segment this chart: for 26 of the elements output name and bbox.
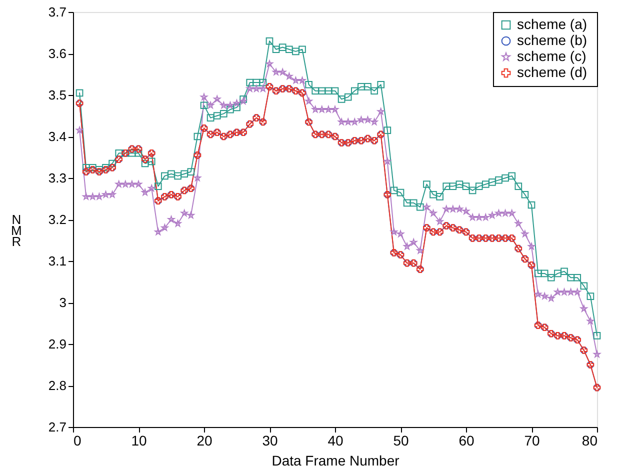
y-tick-label: 3.3 <box>48 170 66 186</box>
x-tick-label: 40 <box>328 432 344 448</box>
legend-label: scheme (c) <box>517 48 586 64</box>
y-tick-label: 3.1 <box>48 254 66 268</box>
x-tick-label: 50 <box>393 432 409 448</box>
y-tick-label: 2.9 <box>48 336 66 352</box>
y-tick-label: 3.6 <box>48 46 66 61</box>
y-tick-label: 3.2 <box>48 212 66 227</box>
legend-label: scheme (b) <box>517 32 588 48</box>
x-tick-label: 10 <box>131 432 147 448</box>
y-tick-label: 2.7 <box>48 420 66 434</box>
x-tick-label: 70 <box>524 432 540 448</box>
y-tick-label: 3.4 <box>48 129 66 144</box>
x-tick-label: 60 <box>458 432 474 448</box>
y-tick-label: 3.7 <box>48 4 66 20</box>
x-tick-label: 0 <box>74 432 82 448</box>
y-tick-label: 3 <box>59 295 66 310</box>
x-axis-title: Data Frame Number <box>272 452 400 468</box>
y-tick-label: 3.5 <box>48 88 66 102</box>
legend-label: scheme (d) <box>517 64 588 80</box>
y-axis-title: NMR <box>11 212 22 249</box>
legend-label: scheme (a) <box>517 16 588 32</box>
x-tick-label: 80 <box>582 432 598 448</box>
x-tick-label: 20 <box>196 432 212 448</box>
x-tick-label: 30 <box>262 432 278 448</box>
y-tick-label: 2.8 <box>48 378 66 393</box>
